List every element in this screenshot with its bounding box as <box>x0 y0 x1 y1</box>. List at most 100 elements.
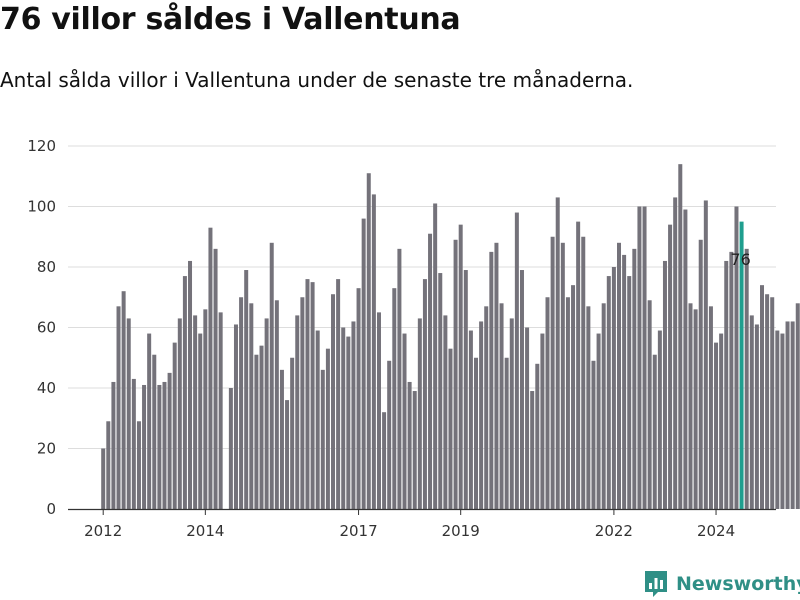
y-axis-labels: 0 20 40 60 80 100 120 <box>27 137 56 518</box>
bar <box>601 303 606 509</box>
bar <box>474 357 479 509</box>
newsworthy-logo-icon <box>645 571 667 597</box>
bar <box>116 306 121 509</box>
bar <box>331 294 336 509</box>
y-tick-label: 80 <box>37 258 56 276</box>
highlighted-bar <box>739 221 744 509</box>
bar <box>203 309 208 509</box>
bar <box>300 297 305 509</box>
bar <box>249 303 254 509</box>
bar <box>438 273 443 509</box>
bar <box>637 206 642 509</box>
bar <box>673 197 678 510</box>
highlight-data-label: 76 <box>730 250 750 269</box>
y-tick-label: 60 <box>37 319 56 337</box>
bar <box>428 233 433 509</box>
x-tick-label: 2012 <box>84 522 122 540</box>
bar <box>448 348 453 509</box>
bar <box>412 391 417 509</box>
bar <box>387 360 392 509</box>
x-tick-label: 2017 <box>339 522 377 540</box>
bar <box>382 412 387 509</box>
bar <box>535 363 540 509</box>
bar <box>468 330 473 509</box>
x-tick-label: 2024 <box>697 522 735 540</box>
bar <box>417 318 422 509</box>
bar <box>479 321 484 509</box>
x-tick-label: 2019 <box>442 522 480 540</box>
bar <box>157 384 162 509</box>
bar <box>724 260 729 509</box>
bar <box>734 206 739 509</box>
bar <box>356 288 361 509</box>
bar <box>668 224 673 509</box>
bar <box>647 300 652 509</box>
bar <box>760 285 765 509</box>
bar <box>688 303 693 509</box>
bar <box>790 321 795 509</box>
bar <box>698 239 703 509</box>
bar <box>142 384 147 509</box>
bar <box>622 254 627 509</box>
bar <box>320 369 325 509</box>
bar <box>611 267 616 509</box>
bar <box>101 448 106 509</box>
y-tick-label: 20 <box>37 440 56 458</box>
bar <box>371 194 376 509</box>
bar <box>489 251 494 509</box>
bar <box>565 297 570 509</box>
bar <box>754 324 759 509</box>
y-tick-label: 100 <box>27 198 56 216</box>
y-tick-label: 0 <box>46 500 56 518</box>
bar <box>305 279 310 509</box>
bar <box>126 318 131 509</box>
bar <box>540 333 545 509</box>
bar <box>310 282 315 509</box>
bar <box>162 381 167 509</box>
bar <box>693 309 698 509</box>
bar <box>285 400 290 509</box>
bar-chart: 0 20 40 60 80 100 120 2012 2014 2017 2019 2022 2024… <box>27 137 800 540</box>
bar <box>678 164 683 509</box>
bar <box>433 203 438 509</box>
bar <box>244 270 249 509</box>
bar <box>188 260 193 509</box>
bar <box>463 270 468 509</box>
bar <box>336 279 341 509</box>
brand-name: Newsworthy <box>676 573 800 595</box>
bar <box>233 324 238 509</box>
bar <box>290 357 295 509</box>
bar <box>652 354 657 509</box>
bar <box>402 333 407 509</box>
bar <box>683 209 688 509</box>
bar <box>279 369 284 509</box>
bar <box>422 279 427 509</box>
bar <box>259 345 264 509</box>
y-tick-label: 40 <box>37 379 56 397</box>
bar <box>172 342 177 509</box>
bar <box>749 315 754 509</box>
bar <box>315 330 320 509</box>
bar <box>657 330 662 509</box>
bar <box>458 224 463 509</box>
bar <box>182 276 187 509</box>
bar <box>269 242 274 510</box>
bar <box>571 285 576 509</box>
bar <box>361 218 366 509</box>
bar <box>218 312 223 509</box>
bar <box>111 381 116 509</box>
newsworthy-logo[interactable]: Newsworthy <box>644 569 800 599</box>
bar <box>351 321 356 509</box>
bar <box>341 327 346 509</box>
chart-subtitle: Antal sålda villor i Vallentuna under de… <box>0 68 634 92</box>
x-tick-label: 2022 <box>595 522 633 540</box>
bar <box>785 321 790 509</box>
bars <box>101 164 800 510</box>
bar <box>121 291 126 509</box>
x-tick-label: 2014 <box>186 522 224 540</box>
bar <box>264 318 269 509</box>
bar <box>596 333 601 509</box>
bar <box>795 303 800 509</box>
bar <box>106 421 111 509</box>
bar <box>376 312 381 509</box>
